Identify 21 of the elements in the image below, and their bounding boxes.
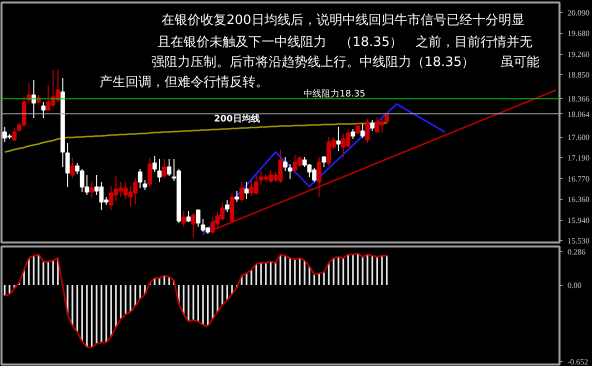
annotation: 产生回调，但难令行情反转。 xyxy=(100,75,268,90)
ref-line-label: 18.064 xyxy=(568,110,590,119)
y-tick-label: 19.680 xyxy=(568,29,590,38)
annotation: 在银价收复200日均线后，说明中线回归牛市信号已经十分明显 xyxy=(162,13,524,28)
y-tick-label: 16.770 xyxy=(568,174,590,184)
y-tick-label: -0.652 xyxy=(568,358,588,366)
y-tick-label: 16.360 xyxy=(568,195,590,204)
y-tick-label: 19.260 xyxy=(568,50,590,59)
y-tick-label: 20.090 xyxy=(568,8,590,18)
y-tick-label: 0.00 xyxy=(568,281,582,290)
y-tick-label: 15.940 xyxy=(568,216,590,225)
y-tick-label: 0.286 xyxy=(568,247,586,256)
y-tick-label: 18.850 xyxy=(568,70,590,80)
ref-line-label: 18.366 xyxy=(568,94,590,104)
series-label: 200日均线 xyxy=(214,114,260,124)
annotation: 中线阻力18.35 xyxy=(304,88,366,100)
y-tick-label: 17.190 xyxy=(568,154,590,162)
annotation: 且在银价未触及下一中线阻力 （18.35） 之前，目前行情并无 xyxy=(158,35,533,50)
y-tick-label: 15.530 xyxy=(568,236,590,246)
annotation: 强阻力压制。后市将沿趋势线上行。中线阻力（18.35） 虽可能 xyxy=(152,55,540,70)
y-tick-label: 17.600 xyxy=(568,133,590,142)
